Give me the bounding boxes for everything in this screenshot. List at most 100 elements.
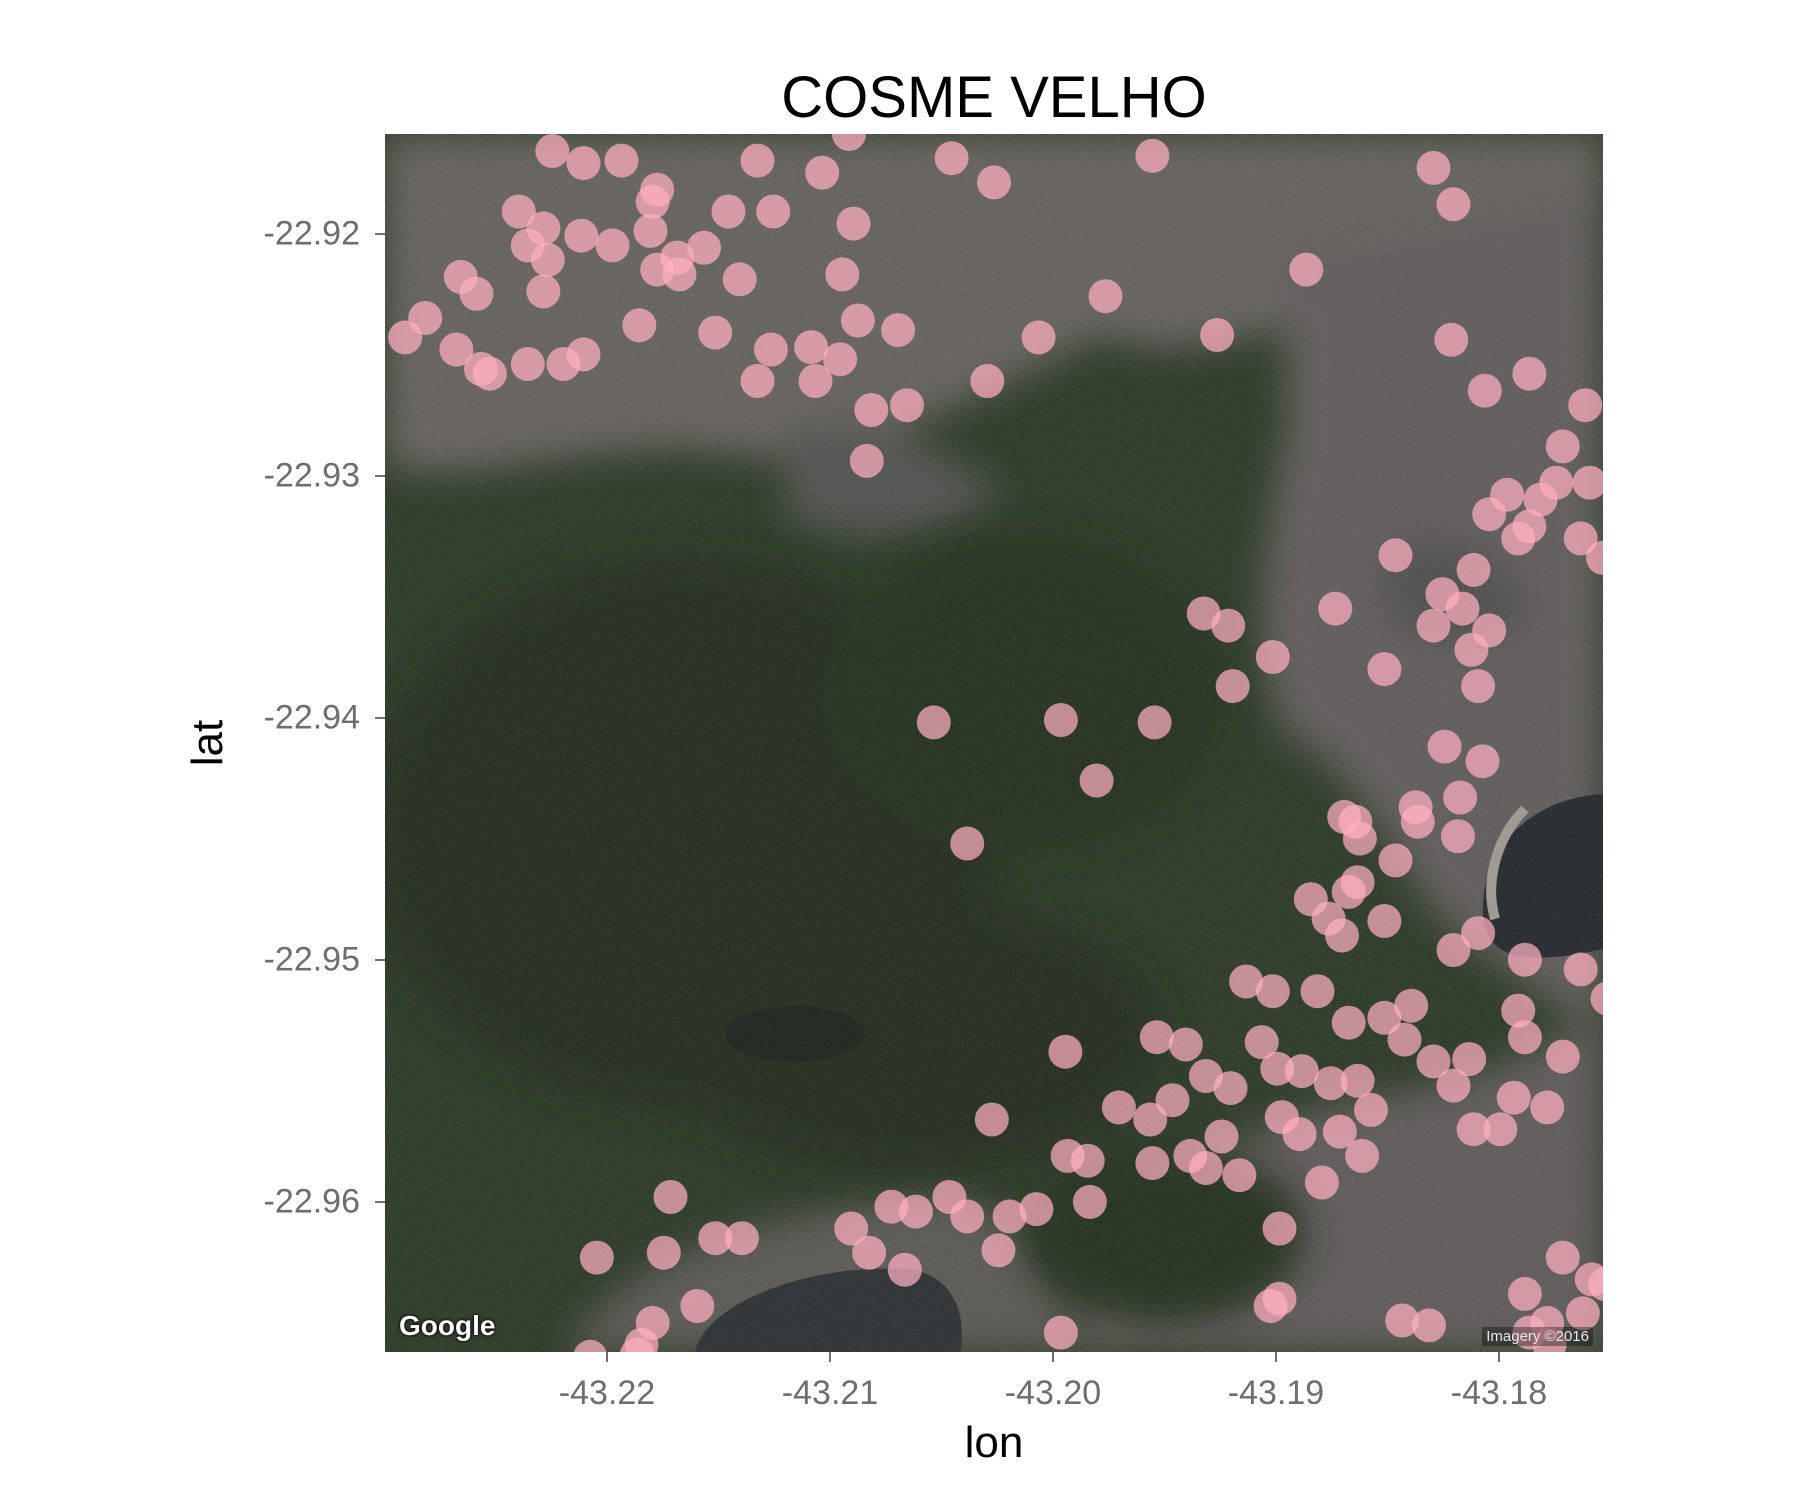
data-point [1568, 388, 1603, 423]
y-tick-label: -22.95 [263, 940, 360, 979]
data-point [1244, 1025, 1279, 1060]
data-point [1461, 669, 1496, 704]
data-point [890, 388, 924, 423]
data-point [1284, 1054, 1319, 1089]
data-point [1590, 982, 1603, 1015]
data-point [1385, 1303, 1420, 1338]
data-point [1186, 596, 1221, 631]
data-point [1331, 1005, 1366, 1040]
data-point [620, 1337, 654, 1352]
x-tick-mark [1275, 1352, 1277, 1362]
data-point [805, 155, 840, 190]
x-tick-label: -43.21 [781, 1374, 879, 1412]
data-point [934, 141, 969, 176]
data-point [756, 194, 791, 229]
data-point [854, 393, 889, 427]
y-tick-mark [375, 475, 385, 477]
data-point [635, 184, 670, 219]
data-point [1255, 974, 1290, 1009]
data-point [1325, 918, 1359, 953]
data-point [510, 347, 545, 381]
data-point [1416, 150, 1451, 185]
data-point [881, 313, 916, 348]
data-point [1378, 538, 1413, 573]
data-point [981, 1233, 1016, 1268]
data-point [1255, 640, 1290, 674]
data-point [1563, 952, 1598, 987]
data-point [1135, 138, 1170, 173]
data-point [1483, 1112, 1518, 1147]
data-point [1465, 744, 1500, 779]
data-point [622, 308, 657, 343]
data-point [564, 218, 599, 253]
data-point [974, 1102, 1009, 1137]
data-point [1436, 1068, 1471, 1103]
data-point [698, 315, 733, 350]
x-axis-title: lon [964, 1418, 1024, 1467]
data-point [740, 143, 775, 178]
data-point [1456, 552, 1491, 587]
data-point [1300, 974, 1335, 1009]
data-point [1434, 322, 1469, 357]
data-point [1507, 1020, 1542, 1055]
data-point [1387, 1022, 1422, 1057]
data-point [526, 274, 561, 309]
data-point [1331, 874, 1366, 909]
data-point [1456, 1112, 1491, 1147]
x-tick-label: -43.20 [1004, 1374, 1102, 1412]
data-point [595, 228, 630, 263]
data-point [472, 356, 507, 391]
data-point [1367, 1000, 1402, 1035]
data-point [1340, 1063, 1375, 1098]
data-point [849, 443, 884, 478]
data-point [1501, 993, 1536, 1028]
data-point [1318, 591, 1353, 626]
data-point [1215, 669, 1250, 704]
data-point [1378, 843, 1413, 878]
data-point [526, 211, 561, 246]
y-axis-title: lat [183, 719, 232, 767]
x-tick-mark [829, 1352, 831, 1362]
data-point [1072, 1184, 1107, 1219]
data-point [439, 332, 474, 367]
data-point [1545, 1240, 1580, 1275]
data-point [1133, 1102, 1168, 1137]
data-point [566, 146, 601, 181]
data-point [916, 705, 951, 740]
x-tick-label: -43.22 [558, 1374, 656, 1412]
y-tick-mark [375, 717, 385, 719]
data-point [1512, 1315, 1547, 1350]
data-point [977, 165, 1011, 200]
map-panel[interactable]: Google Imagery ©2016 [385, 134, 1603, 1352]
data-point [1229, 964, 1264, 999]
data-point [898, 1194, 933, 1229]
data-point [834, 1211, 869, 1246]
data-point [653, 1180, 688, 1214]
data-point [1304, 1165, 1339, 1200]
data-point [887, 1252, 922, 1287]
data-point [711, 194, 746, 229]
data-point [388, 320, 423, 355]
data-point [950, 826, 985, 861]
data-point [1322, 1114, 1357, 1149]
data-point [1253, 1289, 1288, 1323]
data-point [687, 230, 721, 265]
data-point [1262, 1211, 1297, 1246]
data-point [1139, 1020, 1174, 1055]
data-point [740, 364, 775, 398]
data-point [1507, 1276, 1542, 1311]
data-point [1467, 373, 1502, 408]
data-point [1436, 933, 1471, 967]
data-point [1496, 1080, 1531, 1115]
x-tick-mark [1052, 1352, 1054, 1362]
data-point [1565, 1296, 1600, 1331]
data-point [1512, 356, 1547, 391]
data-point [1507, 942, 1542, 977]
data-point [1436, 187, 1471, 222]
data-point [535, 134, 570, 168]
satellite-map [385, 134, 1603, 1352]
data-point [1490, 477, 1525, 512]
data-point [1530, 1090, 1565, 1125]
data-point [970, 364, 1005, 398]
data-point [662, 257, 697, 292]
